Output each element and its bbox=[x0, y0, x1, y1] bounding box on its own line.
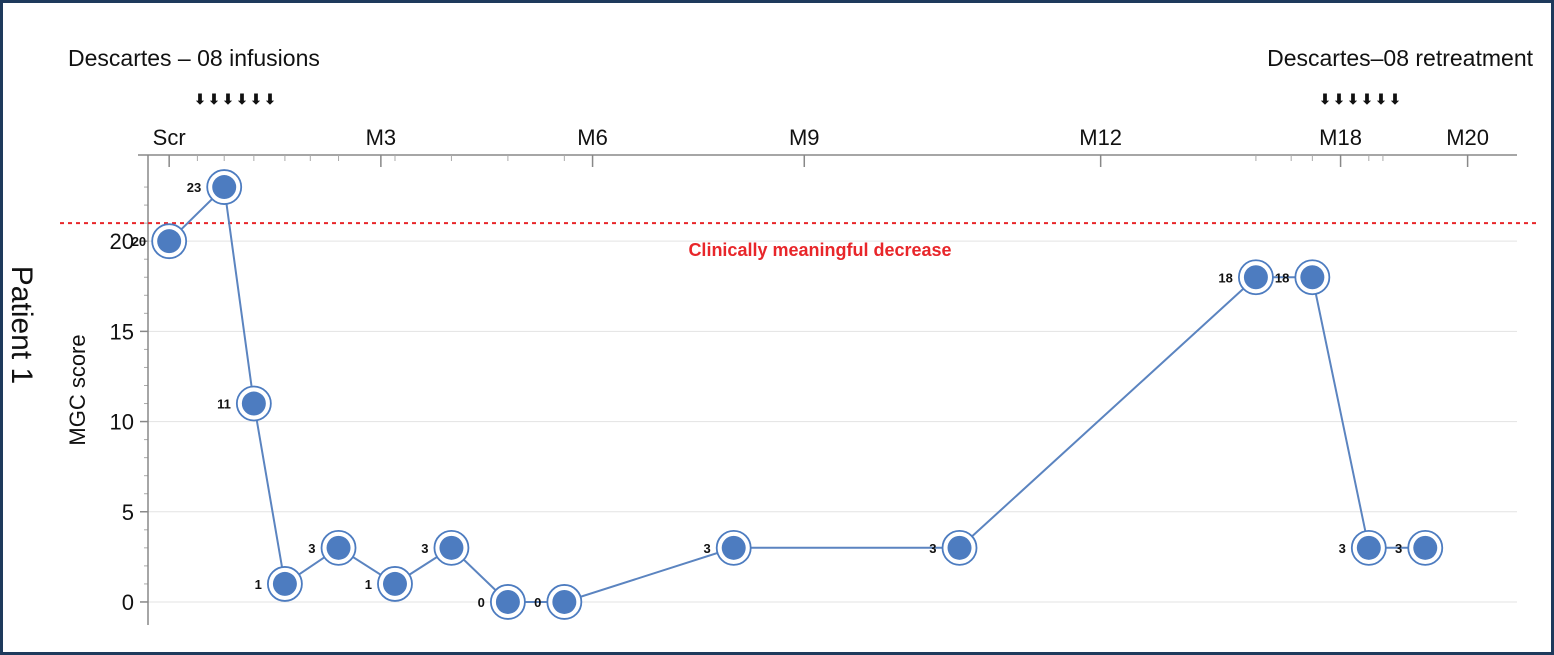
data-point bbox=[947, 535, 972, 560]
data-label: 3 bbox=[929, 541, 936, 556]
infusion-arrow: ⬇ bbox=[236, 91, 248, 107]
infusion-arrow: ⬇ bbox=[264, 91, 276, 107]
data-point bbox=[721, 535, 746, 560]
y-tick-label: 10 bbox=[110, 410, 134, 435]
top-tick-label: Scr bbox=[153, 125, 186, 150]
data-point bbox=[1356, 535, 1381, 560]
data-label: 11 bbox=[217, 397, 231, 412]
data-label: 3 bbox=[703, 541, 710, 556]
retreatment-arrow: ⬇ bbox=[1375, 91, 1387, 107]
infusion-arrow: ⬇ bbox=[194, 91, 206, 107]
data-label: 3 bbox=[308, 541, 315, 556]
data-label: 0 bbox=[478, 595, 485, 610]
top-tick-label: M12 bbox=[1079, 125, 1122, 150]
top-tick-label: M3 bbox=[366, 125, 397, 150]
top-tick-label: M6 bbox=[577, 125, 608, 150]
data-label: 18 bbox=[1218, 270, 1232, 285]
top-tick-label: M20 bbox=[1446, 125, 1489, 150]
data-label: 3 bbox=[1339, 541, 1346, 556]
data-point bbox=[212, 175, 237, 200]
data-label: 23 bbox=[187, 180, 201, 195]
top-tick-label: M9 bbox=[789, 125, 820, 150]
data-label: 1 bbox=[365, 577, 372, 592]
grid-lines bbox=[148, 240, 1517, 603]
patient-label: Patient 1 bbox=[5, 266, 38, 384]
data-label: 20 bbox=[132, 234, 146, 249]
data-point bbox=[157, 229, 182, 254]
data-label: 3 bbox=[1395, 541, 1402, 556]
data-point bbox=[439, 535, 464, 560]
retreatment-arrow: ⬇ bbox=[1361, 91, 1373, 107]
data-point bbox=[1243, 265, 1268, 290]
data-point bbox=[241, 391, 266, 416]
infusion-arrow: ⬇ bbox=[250, 91, 262, 107]
y-axis-label: MGC score bbox=[65, 334, 90, 445]
y-tick-label: 5 bbox=[122, 500, 134, 525]
y-tick-label: 15 bbox=[110, 319, 134, 344]
infusion-arrow: ⬇ bbox=[208, 91, 220, 107]
data-point bbox=[552, 589, 577, 614]
retreatment-annotation: Descartes–08 retreatment bbox=[1267, 45, 1534, 71]
data-label: 0 bbox=[534, 595, 541, 610]
infusions-annotation: Descartes – 08 infusions bbox=[68, 45, 320, 71]
data-point bbox=[326, 535, 351, 560]
data-label: 3 bbox=[421, 541, 428, 556]
data-point bbox=[382, 571, 407, 596]
y-tick-label: 0 bbox=[122, 590, 134, 615]
series-group bbox=[151, 169, 1444, 620]
retreatment-arrow: ⬇ bbox=[1347, 91, 1359, 107]
data-label: 18 bbox=[1275, 270, 1289, 285]
y-tick-label: 20 bbox=[110, 229, 134, 254]
retreatment-arrow: ⬇ bbox=[1333, 91, 1345, 107]
data-label: 1 bbox=[255, 577, 262, 592]
data-point bbox=[272, 571, 297, 596]
retreatment-arrow: ⬇ bbox=[1389, 91, 1401, 107]
retreatment-arrow: ⬇ bbox=[1319, 91, 1331, 107]
data-point bbox=[495, 589, 520, 614]
infusion-arrow: ⬇ bbox=[222, 91, 234, 107]
reference-line-label: Clinically meaningful decrease bbox=[688, 240, 951, 260]
top-tick-label: M18 bbox=[1319, 125, 1362, 150]
data-point bbox=[1300, 265, 1325, 290]
data-point bbox=[1413, 535, 1438, 560]
